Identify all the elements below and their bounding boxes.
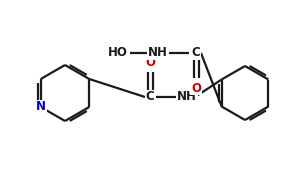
Text: NH: NH bbox=[148, 47, 168, 59]
Text: O: O bbox=[191, 81, 201, 95]
Text: C: C bbox=[146, 91, 154, 103]
Text: C: C bbox=[192, 47, 200, 59]
Text: HO: HO bbox=[108, 47, 128, 59]
Text: N: N bbox=[36, 101, 46, 113]
Text: NH: NH bbox=[177, 91, 197, 103]
Text: O: O bbox=[145, 56, 155, 69]
